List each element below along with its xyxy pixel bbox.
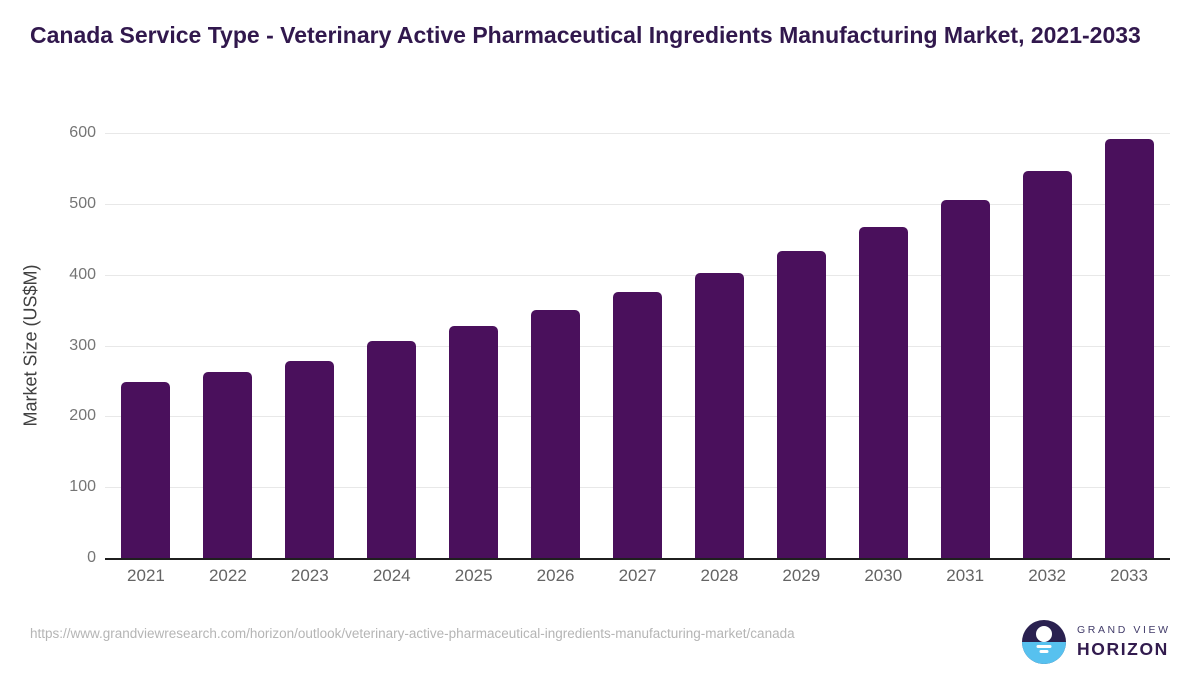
plot-area [105,133,1170,560]
x-tick-label-2023: 2023 [290,566,329,585]
logo-water-shape [1022,642,1066,664]
bar-2028[interactable] [694,272,744,558]
bar-slot-2021 [105,133,187,558]
bar-slot-2027 [597,133,679,558]
y-tick-label-200: 200 [69,407,96,425]
bar-2027[interactable] [612,292,662,558]
bar-slot-2026 [515,133,597,558]
bar-2032[interactable] [1022,170,1072,558]
gridline-400 [105,274,1170,276]
bar-slot-2025 [433,133,515,558]
gridline-500 [105,203,1170,205]
bar-slot-2022 [187,133,269,558]
gridline-600 [105,133,1170,134]
bar-2031[interactable] [940,200,990,558]
y-tick-label-600: 600 [69,124,96,141]
x-axis-tick-labels: 2021 2022 2023 2024 2025 2026 2027 2028 2029 2030… [105,566,1170,586]
bar-2024[interactable] [367,341,417,558]
y-tick-label-0: 0 [87,549,96,566]
y-tick-label-300: 300 [69,336,96,354]
bar-2026[interactable] [531,310,581,558]
bar-slot-2023 [269,133,351,558]
brand-logo[interactable]: GRAND VIEW HORIZON [1022,620,1171,664]
x-tick-label-2033: 2033 [1110,566,1148,585]
chart-title: Canada Service Type - Veterinary Active … [30,22,1141,48]
bar-slot-2033 [1088,133,1170,558]
x-tick-label-2028: 2028 [700,566,739,585]
bar-slot-2032 [1006,133,1088,558]
brand-grand-view-label: GRAND VIEW [1077,624,1171,636]
x-tick-label-2026: 2026 [536,566,575,585]
logo-reflection-stripe [1039,650,1049,653]
y-tick-label-400: 400 [69,265,96,283]
brand-wordmark: GRAND VIEW HORIZON [1077,624,1171,660]
bar-slot-2030 [842,133,924,558]
bar-slot-2031 [924,133,1006,558]
logo-sun-shape [1036,626,1052,642]
x-tick-label-2024: 2024 [372,566,411,585]
y-tick-label-100: 100 [69,478,96,496]
bar-2023[interactable] [285,361,335,558]
y-axis-tick-labels: 0 100 200 300 400 500 600 [0,124,96,566]
x-tick-label-2022: 2022 [208,566,247,585]
bar-2030[interactable] [858,226,908,558]
horizon-sun-logo-icon [1022,620,1066,664]
bar-2022[interactable] [203,371,253,558]
y-tick-label-500: 500 [69,194,96,212]
brand-horizon-label: HORIZON [1077,639,1169,659]
bar-series [105,133,1170,558]
logo-reflection-stripe [1036,645,1052,648]
x-tick-label-2027: 2027 [618,566,657,585]
x-tick-label-2025: 2025 [454,566,493,585]
x-tick-label-2021: 2021 [127,566,165,585]
bar-2029[interactable] [776,251,826,558]
source-url-link[interactable]: https://www.grandviewresearch.com/horizo… [30,626,795,641]
bar-slot-2028 [678,133,760,558]
bar-2033[interactable] [1104,138,1154,558]
bar-2025[interactable] [449,326,499,558]
x-tick-label-2031: 2031 [946,566,985,585]
bar-slot-2024 [351,133,433,558]
x-tick-label-2032: 2032 [1028,566,1067,585]
x-tick-label-2030: 2030 [864,566,903,585]
bar-2021[interactable] [121,381,171,558]
bar-slot-2029 [760,133,842,558]
x-tick-label-2029: 2029 [782,566,821,585]
